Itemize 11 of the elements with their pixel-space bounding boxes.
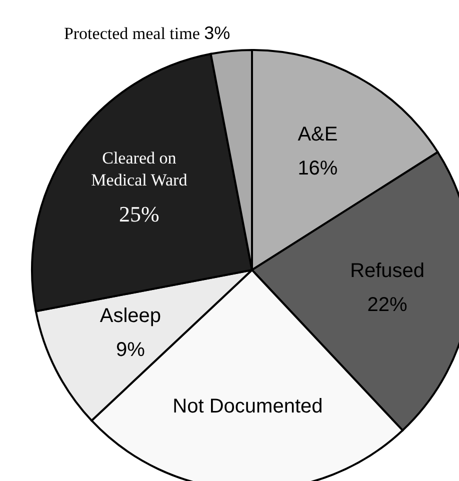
data-label: 16% (298, 157, 338, 180)
slice-label: Refused (350, 260, 425, 282)
slice-label: A&E (298, 123, 338, 146)
data-label: 22% (367, 294, 408, 316)
data-label: 9% (116, 338, 146, 361)
slice-label: Cleared on Medical Ward (91, 148, 188, 190)
data-label: 3% (204, 23, 230, 44)
data-label: 25% (119, 201, 160, 226)
slice-label: Asleep (100, 304, 162, 327)
slice-label: Not Documented (172, 395, 323, 418)
slice-label: Protected meal time (64, 24, 204, 44)
